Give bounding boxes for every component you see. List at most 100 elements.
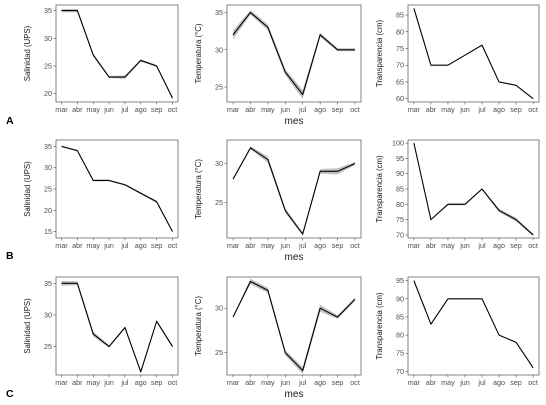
series-ribbon xyxy=(413,143,534,237)
y-tick-label: 35 xyxy=(44,279,52,288)
panel-frame xyxy=(226,4,362,103)
x-tick-label: jul xyxy=(120,378,129,387)
x-tick-label: ago xyxy=(493,105,505,114)
x-tick-label: mar xyxy=(55,105,68,114)
y-axis-label: Temperatura (°C) xyxy=(194,296,203,356)
y-axis-label: Salinidad (UPS) xyxy=(23,161,32,217)
y-tick-label: 85 xyxy=(396,185,404,194)
x-tick-label: jun xyxy=(103,105,114,114)
row-label-a: A xyxy=(6,115,14,127)
series-line xyxy=(232,11,355,96)
panel-frame xyxy=(226,139,362,239)
x-tick-label: abr xyxy=(426,241,437,250)
x-tick-label: oct xyxy=(528,378,538,387)
x-tick-label: oct xyxy=(350,105,360,114)
x-tick-label: may xyxy=(441,378,455,387)
y-tick-label: 80 xyxy=(396,331,404,340)
y-tick-label: 100 xyxy=(392,139,404,148)
y-tick-label: 70 xyxy=(396,61,404,70)
x-tick-label: ago xyxy=(314,241,326,250)
x-tick-label: oct xyxy=(528,105,538,114)
y-tick-label: 30 xyxy=(44,163,52,172)
x-tick-label: ago xyxy=(314,105,326,114)
x-tick-label: abr xyxy=(426,378,437,387)
x-tick-label: may xyxy=(441,105,455,114)
x-tick-label: mar xyxy=(408,378,421,387)
x-tick-label: ago xyxy=(135,378,147,387)
panel-frame xyxy=(226,276,362,376)
y-tick-label: 95 xyxy=(396,276,404,285)
x-tick-label: jun xyxy=(103,241,114,250)
y-tick-label: 65 xyxy=(396,77,404,86)
series-ribbon xyxy=(413,280,534,369)
x-tick-label: abr xyxy=(72,241,83,250)
y-tick-label: 80 xyxy=(396,200,404,209)
y-tick-label: 80 xyxy=(396,27,404,36)
x-tick-label: sep xyxy=(151,241,163,250)
y-axis-label: Transparencia (cm) xyxy=(375,19,384,87)
x-tick-label: may xyxy=(441,241,455,250)
x-tick-label: sep xyxy=(151,105,163,114)
y-tick-label: 85 xyxy=(396,312,404,321)
panel-B-1: mar abr may jun jul ago sep oct 25 30 Temperatura … xyxy=(194,139,362,263)
x-tick-label: may xyxy=(261,105,275,114)
x-tick-label: jun xyxy=(459,241,470,250)
x-tick-label: may xyxy=(86,105,100,114)
x-tick-label: abr xyxy=(72,378,83,387)
y-tick-label: 60 xyxy=(396,94,404,103)
x-tick-label: jun xyxy=(459,378,470,387)
x-tick-label: abr xyxy=(72,105,83,114)
panel-C-2: mar abr may jun jul ago sep oct 70 75 80 85 90 95 Tran… xyxy=(375,276,540,387)
y-tick-label: 35 xyxy=(44,142,52,151)
panel-A-2: mar abr may jun jul ago sep oct 60 65 70 75 80 85 Tran… xyxy=(375,4,540,114)
x-tick-label: mar xyxy=(227,105,240,114)
series-line xyxy=(61,145,173,232)
y-tick-label: 75 xyxy=(396,44,404,53)
x-tick-label: sep xyxy=(332,378,344,387)
x-tick-label: jul xyxy=(477,241,486,250)
x-tick-label: jul xyxy=(298,241,307,250)
series-line xyxy=(413,142,534,236)
y-tick-label: 25 xyxy=(215,348,223,357)
y-tick-label: 75 xyxy=(396,215,404,224)
series-line xyxy=(232,147,356,235)
x-tick-label: oct xyxy=(168,105,178,114)
x-tick-label: jun xyxy=(279,241,290,250)
x-tick-label: sep xyxy=(151,378,163,387)
y-tick-label: 25 xyxy=(44,185,52,194)
x-tick-label: mar xyxy=(55,241,68,250)
x-tick-label: abr xyxy=(426,105,437,114)
x-tick-label: ago xyxy=(314,378,326,387)
y-tick-label: 30 xyxy=(44,34,52,43)
y-axis-label: Salinidad (UPS) xyxy=(23,25,32,81)
y-tick-label: 30 xyxy=(215,304,223,313)
x-tick-label: jun xyxy=(279,378,290,387)
x-tick-label: jun xyxy=(103,378,114,387)
y-axis-label: Temperatura (°C) xyxy=(194,159,203,219)
y-axis-label: Transparencia (cm) xyxy=(375,155,384,223)
panel-frame xyxy=(55,4,179,103)
y-tick-label: 30 xyxy=(44,310,52,319)
y-tick-label: 75 xyxy=(396,349,404,358)
y-tick-label: 90 xyxy=(396,294,404,303)
y-tick-label: 25 xyxy=(44,61,52,70)
y-axis-label: Temperatura (°C) xyxy=(194,23,203,83)
x-tick-label: may xyxy=(261,241,275,250)
y-tick-label: 90 xyxy=(396,169,404,178)
x-tick-label: abr xyxy=(245,241,256,250)
x-tick-label: jul xyxy=(120,241,129,250)
y-tick-label: 95 xyxy=(396,154,404,163)
y-tick-label: 25 xyxy=(215,198,223,207)
x-tick-label: sep xyxy=(510,378,522,387)
y-tick-label: 20 xyxy=(44,89,52,98)
series-line xyxy=(61,282,173,373)
x-tick-label: ago xyxy=(493,241,505,250)
x-tick-label: sep xyxy=(332,241,344,250)
x-axis-label: mes xyxy=(285,389,304,400)
x-tick-label: ago xyxy=(135,105,147,114)
x-tick-label: abr xyxy=(245,378,256,387)
y-tick-label: 20 xyxy=(44,206,52,215)
series-line xyxy=(232,280,356,372)
series-line xyxy=(413,280,534,369)
